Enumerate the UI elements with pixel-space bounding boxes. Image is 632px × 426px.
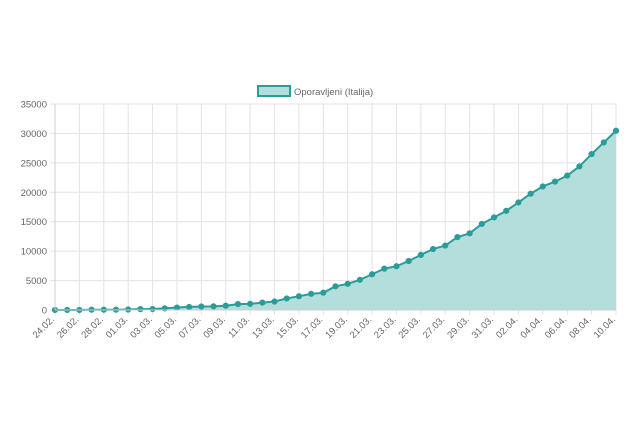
x-tick-label: 08.04. [567,314,593,340]
data-point [283,295,290,302]
data-point [539,183,546,190]
data-point [515,199,522,206]
legend-label: Oporavljeni (Italija) [294,87,373,98]
x-tick-label: 10.04. [592,314,618,340]
series-area-fill [55,130,616,310]
x-tick-label: 13.03. [250,314,276,340]
data-point [503,207,510,214]
x-tick-label: 03.03. [128,314,154,340]
data-point [295,293,303,300]
x-tick-label: 09.03. [201,314,227,340]
data-point [454,234,461,241]
data-point [320,289,327,296]
x-tick-label: 25.03. [397,314,423,340]
x-tick-label: 11.03. [226,314,252,340]
data-point [210,303,217,310]
data-point [600,139,607,146]
data-point [149,305,156,313]
data-point [186,303,193,311]
data-point [405,257,412,265]
x-tick-label: 05.03. [153,314,179,340]
data-point [344,280,351,287]
data-point [198,303,205,310]
data-point [308,290,315,297]
x-axis: 24.02.26.02.28.02.01.03.03.03.05.03.07.0… [31,309,618,341]
data-point [368,271,376,278]
y-tick-label: 5000 [26,276,47,287]
legend-swatch [257,85,291,97]
data-point [393,263,400,270]
x-tick-label: 07.03. [177,314,203,340]
x-tick-label: 27.03. [421,314,447,340]
data-point [588,150,595,158]
data-point [490,214,498,221]
x-tick-label: 29.03. [445,314,471,340]
data-point [332,283,339,290]
data-point [478,220,485,228]
y-tick-label: 20000 [21,188,47,199]
data-point [417,251,424,258]
data-point [173,304,181,311]
data-point [356,276,363,283]
data-point [259,299,266,306]
x-tick-label: 02.04. [494,314,520,340]
x-tick-label: 24.02. [31,314,57,340]
data-point [222,302,229,309]
data-point [551,178,559,185]
data-point [234,300,242,308]
data-point [381,265,388,272]
chart-legend[interactable]: Oporavljeni (Italija) [257,85,373,98]
x-tick-label: 01.03. [104,314,130,340]
data-point [271,298,278,305]
data-point [527,190,534,197]
x-tick-label: 04.04. [518,314,544,340]
y-axis: 0 5000 10000 15000 20000 25000 30000 35000 [21,100,56,317]
data-point [564,172,571,179]
y-tick-label: 10000 [21,247,47,258]
chart-series-area [55,130,617,311]
x-tick-label: 21.03. [348,314,374,340]
y-tick-label: 30000 [21,129,47,140]
x-tick-label: 26.02. [55,314,81,340]
y-tick-label: 35000 [21,100,47,111]
y-tick-label: 25000 [21,158,47,169]
chart-series-points [51,127,620,314]
data-point [466,230,473,237]
x-tick-label: 23.03. [372,314,398,340]
x-tick-label: 06.04. [543,314,569,340]
y-tick-label: 15000 [21,217,47,228]
data-point [612,127,620,134]
data-point [247,300,254,307]
x-tick-label: 31.03. [470,314,496,340]
data-point [442,242,449,249]
data-point [137,306,144,313]
data-point [576,163,583,170]
x-tick-label: 15.03. [275,314,301,340]
data-point [429,245,437,253]
x-tick-label: 28.02. [79,314,105,340]
x-tick-label: 17.03. [299,314,325,340]
x-tick-label: 19.03. [323,314,349,340]
y-tick-label: 0 [42,306,47,317]
